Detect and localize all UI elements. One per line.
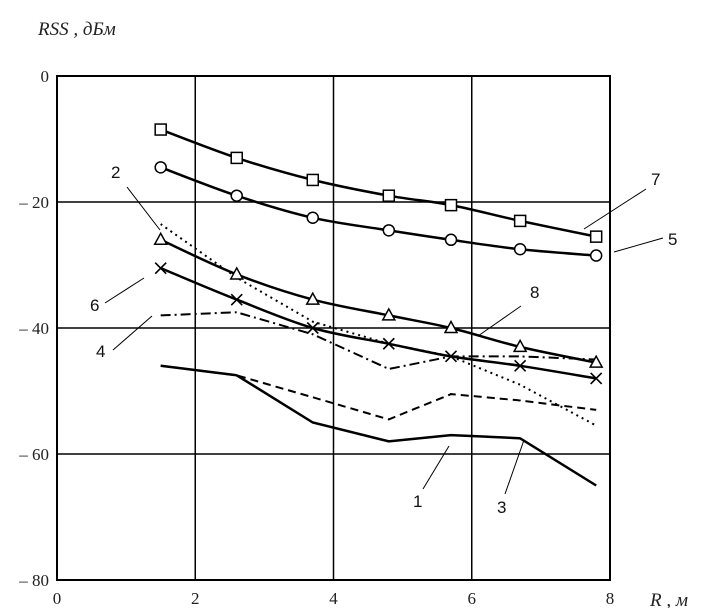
grid	[57, 76, 610, 580]
data-point	[230, 151, 243, 165]
data-point	[154, 262, 167, 275]
data-point	[382, 224, 396, 237]
series-line	[160, 128, 597, 238]
curve-label: 2	[111, 163, 120, 182]
y-tick-label: – 40	[18, 319, 49, 338]
data-point	[444, 233, 458, 247]
data-point	[154, 161, 167, 174]
data-point	[382, 337, 395, 350]
x-axis-ticks: 0 2 4 6 8	[53, 589, 615, 608]
data-point	[230, 293, 243, 306]
curve-labels: 1 2 3 4 5 6 7 8	[90, 163, 677, 517]
leader-line	[613, 237, 664, 253]
data-point	[514, 359, 527, 372]
y-tick-label: – 60	[18, 445, 49, 464]
data-point	[513, 214, 527, 228]
data-point	[444, 350, 458, 363]
data-point	[229, 266, 244, 280]
data-point	[153, 231, 168, 246]
series-line	[160, 364, 597, 487]
x-tick-label: 6	[468, 589, 477, 608]
data-point	[443, 319, 459, 334]
leader-line	[104, 277, 145, 304]
x-axis-title: R , м	[649, 590, 688, 608]
series-line	[160, 223, 597, 427]
x-tick-label: 4	[329, 589, 338, 608]
plot-frame	[56, 75, 611, 581]
data-point	[154, 123, 167, 136]
curve-label: 5	[668, 230, 677, 249]
series-line	[160, 166, 597, 257]
y-axis-title: RSS , дБм	[37, 19, 116, 40]
curve-label: 8	[530, 283, 539, 302]
leader-line	[477, 305, 522, 337]
y-tick-label: – 20	[18, 193, 49, 212]
data-point	[589, 230, 603, 243]
series-3	[160, 364, 597, 421]
data-point	[306, 173, 320, 187]
y-tick-label: 0	[41, 67, 50, 86]
series-8	[153, 231, 604, 368]
leader-line	[126, 186, 161, 231]
data-point	[306, 321, 319, 335]
x-tick-label: 8	[606, 589, 615, 608]
y-tick-label: – 80	[18, 571, 49, 590]
curve-label: 6	[90, 296, 99, 315]
series-2	[160, 223, 597, 427]
curve-label: 4	[96, 342, 105, 361]
leader-line	[422, 445, 450, 490]
data-point	[230, 189, 243, 202]
series-1	[160, 364, 597, 487]
curve-label: 1	[413, 492, 422, 511]
series-5	[154, 161, 603, 262]
y-axis-ticks: 0 – 20 – 40 – 60 – 80	[18, 67, 49, 590]
series-6	[154, 262, 603, 385]
data-point	[589, 249, 603, 262]
data-point	[513, 243, 527, 256]
data-point	[588, 354, 604, 368]
leader-line	[112, 315, 153, 351]
series-7	[154, 123, 603, 243]
data-point	[306, 211, 320, 224]
curve-label: 7	[651, 170, 660, 189]
curve-label: 3	[497, 498, 506, 517]
leader-line	[583, 188, 647, 230]
data-point	[444, 198, 458, 212]
data-point	[381, 307, 397, 321]
data-point	[305, 291, 321, 305]
series-group	[153, 123, 604, 487]
series-line	[160, 364, 597, 421]
data-point	[512, 338, 528, 353]
data-point	[382, 189, 396, 202]
x-tick-label: 2	[191, 589, 200, 608]
x-tick-label: 0	[53, 589, 62, 608]
data-point	[590, 372, 603, 385]
leader-line	[504, 439, 525, 495]
